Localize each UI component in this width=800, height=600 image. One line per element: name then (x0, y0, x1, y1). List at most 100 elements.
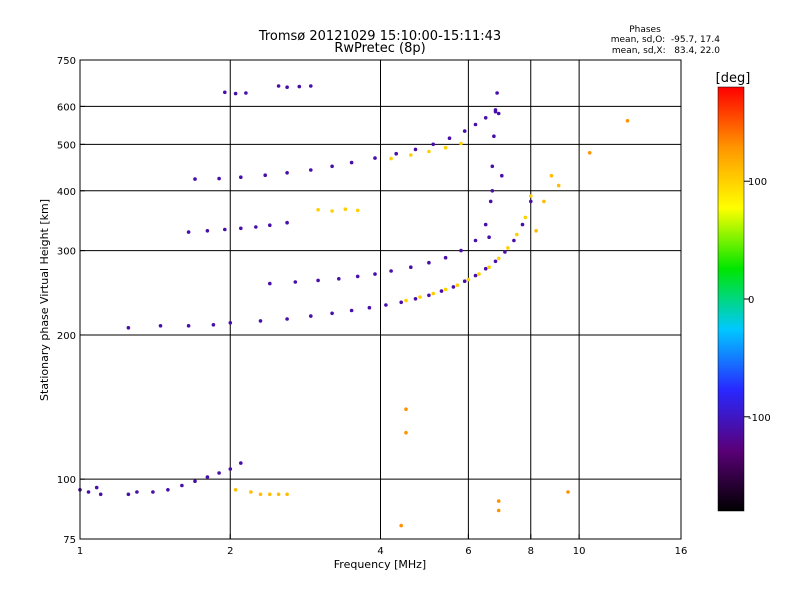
data-point (529, 199, 533, 204)
data-point (309, 84, 313, 88)
data-point (285, 492, 289, 497)
data-point (404, 298, 408, 303)
x-tick-label: 1 (77, 546, 83, 557)
data-point (389, 156, 393, 161)
y-tick-label: 600 (57, 102, 76, 113)
data-point (297, 84, 302, 89)
data-point (477, 272, 481, 276)
data-point (285, 220, 289, 225)
data-point (404, 407, 408, 412)
data-point (427, 293, 431, 298)
data-point (503, 250, 507, 254)
data-point (496, 499, 501, 503)
y-tick-label: 400 (57, 187, 76, 198)
data-point (500, 173, 504, 178)
data-point (399, 300, 404, 305)
x-tick-label: 2 (227, 546, 233, 557)
data-point (316, 278, 320, 283)
data-point (337, 277, 341, 281)
data-point (223, 90, 227, 95)
data-point (211, 323, 216, 327)
colorbar-tick-label: 0 (748, 295, 754, 306)
data-point (254, 225, 258, 229)
data-point (193, 177, 197, 181)
data-point (330, 209, 334, 213)
data-point (233, 91, 238, 96)
data-point (276, 84, 281, 88)
x-tick-label: 6 (465, 546, 471, 557)
y-axis-label: Stationary phase Virtual Height [km] (38, 199, 51, 401)
data-point (515, 232, 519, 237)
chart-subtitle: RwPretec (8p) (334, 41, 425, 56)
data-point (349, 308, 354, 313)
data-point (490, 189, 495, 193)
data-point (490, 164, 495, 169)
data-point (431, 142, 436, 147)
data-point (443, 255, 448, 260)
data-point (496, 256, 501, 261)
data-points (78, 84, 630, 528)
data-point (542, 199, 546, 204)
data-point (223, 227, 227, 232)
data-point (473, 273, 478, 278)
data-point (566, 490, 570, 494)
y-tick-label: 200 (57, 331, 76, 342)
data-point (529, 194, 533, 198)
x-axis-ticks: 1 2 4 6 8 10 16 (77, 534, 687, 557)
data-point (427, 260, 431, 265)
data-point (228, 321, 233, 325)
data-point (418, 295, 422, 299)
data-point (506, 246, 510, 250)
data-point (399, 523, 404, 528)
data-point (285, 171, 289, 175)
data-point (493, 259, 498, 264)
colorbar-tick-label: -100 (748, 413, 771, 424)
data-point (268, 492, 272, 497)
y-tick-label: 500 (57, 140, 76, 151)
data-point (268, 223, 272, 227)
data-point (186, 324, 191, 328)
data-point (404, 430, 408, 435)
data-point (309, 314, 313, 318)
data-point (268, 281, 272, 286)
data-point (349, 160, 354, 165)
data-point (459, 248, 463, 253)
data-point (373, 156, 377, 160)
x-tick-label: 4 (377, 546, 383, 557)
y-tick-label: 75 (63, 535, 76, 546)
data-point (135, 490, 139, 494)
data-point (285, 85, 289, 89)
data-point (151, 490, 155, 494)
data-point (496, 111, 501, 116)
data-point (495, 91, 499, 95)
colorbar (717, 86, 745, 512)
data-point (447, 136, 452, 140)
data-point (625, 119, 630, 123)
data-point (205, 475, 210, 479)
data-point (373, 272, 377, 276)
x-axis-label: Frequency [MHz] (334, 558, 426, 571)
data-point (451, 285, 456, 289)
data-point (473, 122, 478, 127)
data-point (443, 145, 448, 150)
data-point (492, 134, 496, 138)
chart-title: Tromsø 20121029 15:10:00-15:11:43 (258, 29, 501, 44)
data-point (439, 289, 444, 293)
data-point (263, 173, 268, 177)
data-point (496, 508, 501, 513)
data-point (217, 176, 221, 181)
colorbar-label: [deg] (716, 71, 751, 86)
data-point (427, 149, 431, 154)
data-point (94, 485, 99, 490)
grid-lines (80, 60, 681, 539)
phase-stats-o: mean, sd,O: -95.7, 17.4 (611, 35, 721, 45)
phase-stats-header: Phases (629, 25, 661, 35)
data-point (587, 151, 592, 155)
data-point (556, 183, 561, 188)
data-point (462, 129, 467, 133)
data-point (389, 269, 393, 273)
data-point (488, 199, 493, 204)
data-point (413, 297, 418, 301)
data-point (487, 265, 491, 270)
